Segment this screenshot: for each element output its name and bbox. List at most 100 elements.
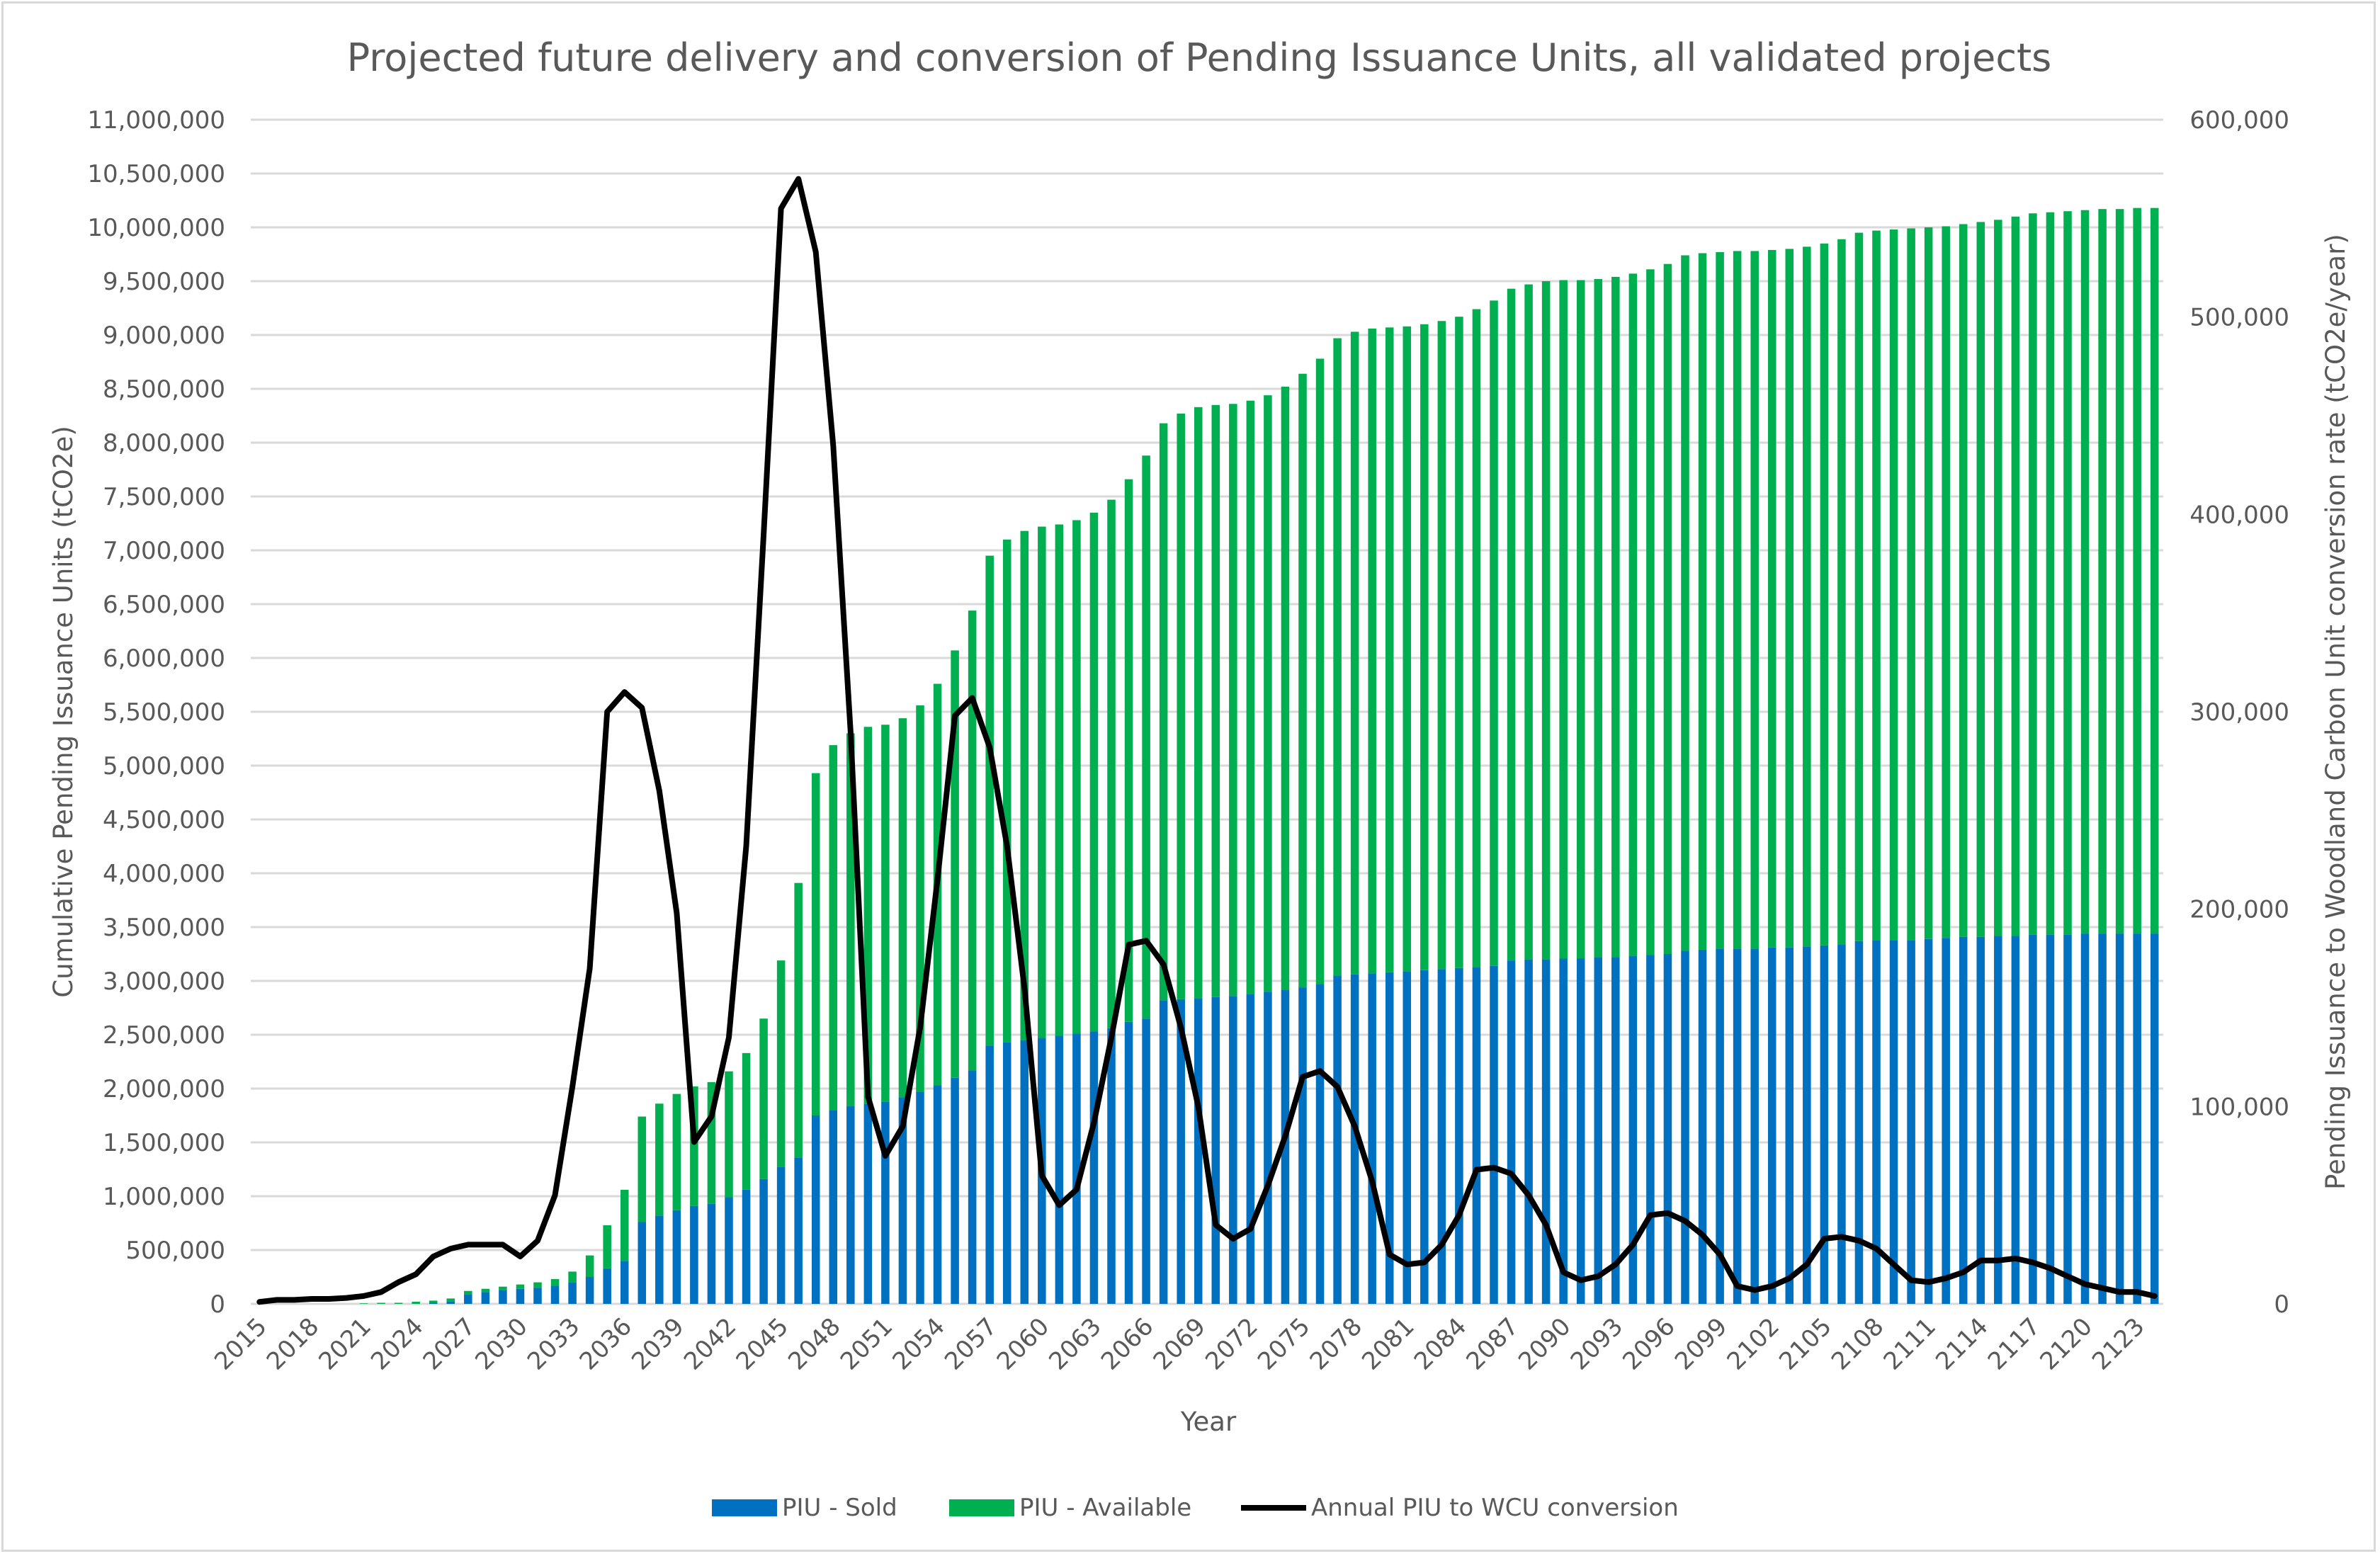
bar-available <box>1142 455 1150 1019</box>
x-tick-label: 2027 <box>418 1312 481 1375</box>
bar-sold <box>933 1085 942 1304</box>
bar-available <box>1698 253 1707 950</box>
bar-available <box>620 1189 629 1261</box>
x-tick-label: 2081 <box>1356 1312 1420 1375</box>
bar-sold <box>516 1288 525 1304</box>
bar-sold <box>1524 959 1533 1304</box>
x-tick-label: 2087 <box>1461 1312 1524 1375</box>
x-tick-label: 2033 <box>522 1312 585 1375</box>
bar-available <box>898 718 907 1098</box>
legend-swatch-sold <box>712 1499 777 1516</box>
bar-sold <box>1298 987 1307 1304</box>
bar-sold <box>1507 960 1516 1304</box>
bar-available <box>533 1282 542 1288</box>
bar-sold <box>429 1302 438 1304</box>
y-tick-label: 4,000,000 <box>103 860 225 888</box>
x-tick-label: 2036 <box>574 1312 638 1375</box>
bar-available <box>603 1225 611 1268</box>
bar-sold <box>1055 1035 1064 1304</box>
bar-available <box>1420 324 1429 970</box>
bar-available <box>846 733 855 1106</box>
bar-sold <box>1194 998 1203 1304</box>
bar-sold <box>1628 956 1638 1304</box>
x-tick-label: 2102 <box>1722 1312 1785 1375</box>
bar-sold <box>1889 940 1898 1304</box>
bar-sold <box>2098 933 2107 1304</box>
bar-sold <box>499 1290 507 1304</box>
bar-available <box>481 1288 490 1293</box>
bar-sold <box>1611 957 1620 1304</box>
x-tick-label: 2066 <box>1096 1312 1159 1375</box>
bar-sold <box>1646 955 1655 1304</box>
bar-sold <box>985 1045 994 1304</box>
x-tick-label: 2015 <box>209 1312 272 1375</box>
bar-available <box>655 1103 664 1216</box>
bar-sold <box>1124 1021 1133 1304</box>
bar-sold <box>1368 973 1376 1304</box>
bar-available <box>707 1081 716 1204</box>
bar-sold <box>794 1157 803 1304</box>
bar-available <box>1194 407 1203 999</box>
bar-sold <box>1837 944 1846 1304</box>
x-tick-label: 2030 <box>470 1312 533 1375</box>
x-tick-label: 2123 <box>2087 1312 2150 1375</box>
x-tick-label: 2099 <box>1670 1312 1733 1375</box>
bar-available <box>2029 213 2037 935</box>
bar-available <box>1020 530 1029 1040</box>
bar-sold <box>2150 933 2159 1304</box>
bar-available <box>1994 220 2002 936</box>
bar-available <box>464 1290 472 1295</box>
bars <box>359 208 2159 1304</box>
y-tick-label: 9,500,000 <box>103 268 225 296</box>
x-tick-label: 2114 <box>1930 1312 1993 1375</box>
line-series <box>256 176 2158 1305</box>
bar-available <box>1681 255 1689 951</box>
y-axis-right: 0 100,000 200,000 300,000 400,000 500,000 600,… <box>2189 106 2289 1319</box>
bar-available <box>1385 327 1394 972</box>
bar-sold <box>881 1101 890 1304</box>
bar-available <box>1959 224 1968 937</box>
bar-available <box>1559 280 1568 959</box>
bar-sold <box>2011 936 2020 1304</box>
bar-available <box>951 650 959 1078</box>
bar-sold <box>1455 967 1463 1304</box>
bar-available <box>568 1271 577 1283</box>
y-tick-label: 4,500,000 <box>103 806 225 834</box>
bar-available <box>1854 232 1864 941</box>
bar-sold <box>533 1288 542 1304</box>
bar-sold <box>1002 1042 1012 1304</box>
bar-available <box>1733 251 1742 949</box>
bar-available <box>725 1071 733 1198</box>
bar-available <box>863 727 873 1104</box>
bar-available <box>1350 331 1359 975</box>
x-tick-label: 2024 <box>366 1312 429 1375</box>
y-tick-label: 8,000,000 <box>103 429 225 458</box>
bar-available <box>499 1286 507 1290</box>
bar-available <box>1767 249 1776 948</box>
bar-sold <box>951 1077 959 1304</box>
bar-sold <box>829 1110 838 1304</box>
x-tick-label: 2045 <box>731 1312 794 1375</box>
bar-sold <box>1072 1033 1081 1304</box>
x-tick-label: 2039 <box>626 1312 689 1375</box>
y-axis-left: 0 500,000 1,000,000 1,500,000 2,000,000 2,500… <box>87 106 225 1319</box>
bar-available <box>690 1086 698 1206</box>
bar-sold <box>1820 945 1829 1304</box>
bar-sold <box>672 1210 681 1304</box>
bar-available <box>394 1302 403 1304</box>
bar-available <box>1472 309 1481 967</box>
bar-available <box>1942 226 1950 938</box>
y-tick-label: 6,000,000 <box>103 644 225 673</box>
bar-available <box>1716 251 1724 949</box>
bar-available <box>2011 216 2020 936</box>
bar-sold <box>2133 933 2141 1304</box>
bar-sold <box>1472 967 1481 1304</box>
bar-available <box>446 1298 455 1302</box>
bar-available <box>1837 239 1846 945</box>
bar-sold <box>1976 936 1985 1304</box>
bar-available <box>776 960 786 1167</box>
x-tick-label: 2105 <box>1774 1312 1837 1375</box>
y-tick-label: 1,000,000 <box>103 1183 225 1211</box>
y-tick-label: 3,500,000 <box>103 914 225 942</box>
